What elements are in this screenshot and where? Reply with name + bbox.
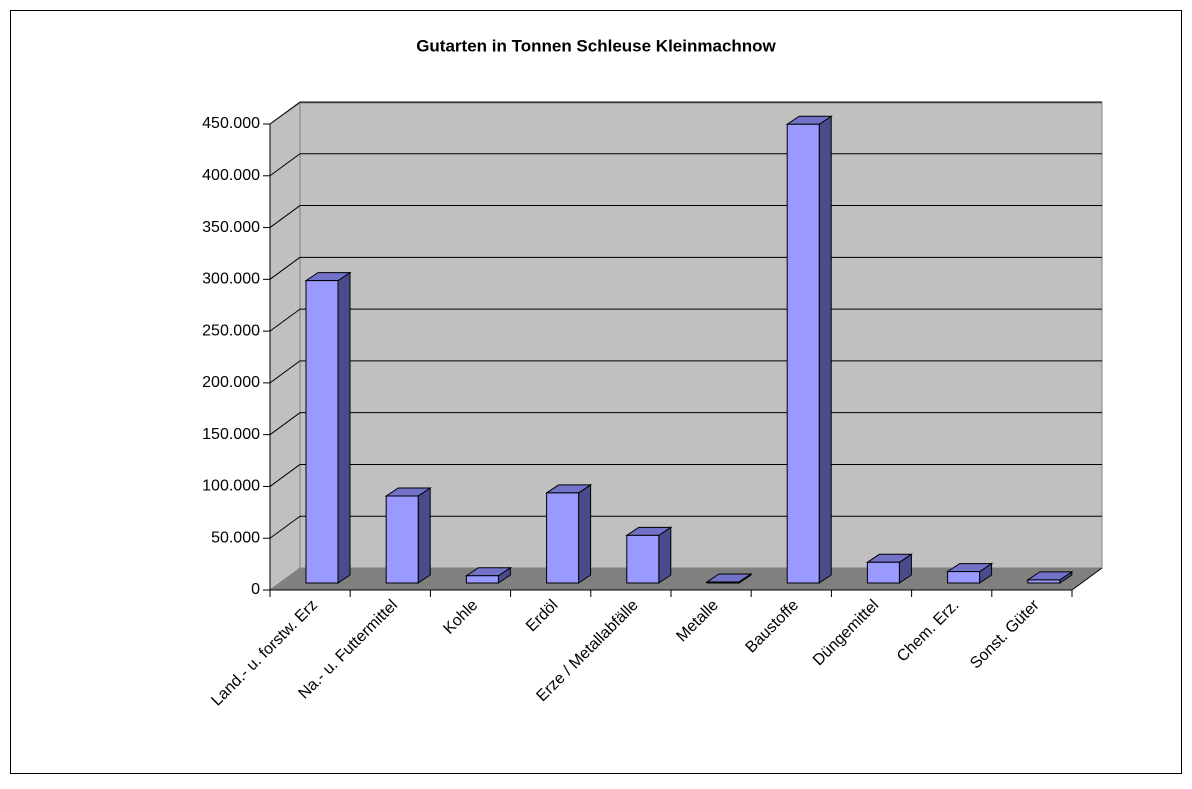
grid-line — [269, 205, 301, 228]
y-tick-label: 250.000 — [202, 322, 260, 339]
bar — [706, 581, 740, 584]
grid-line — [269, 464, 301, 487]
floor-edge — [1071, 567, 1103, 591]
bar-side — [818, 115, 832, 584]
grid-line — [269, 515, 301, 539]
grid-line — [269, 101, 301, 125]
grid-line — [269, 308, 301, 332]
bar-side — [337, 271, 351, 584]
chart-title: Gutarten in Tonnen Schleuse Kleinmachnow — [416, 36, 776, 55]
bar — [465, 575, 499, 584]
y-tick-label: 400.000 — [202, 167, 260, 184]
bar — [786, 123, 820, 584]
bar — [546, 492, 580, 584]
grid-line — [269, 360, 301, 384]
bar — [866, 561, 900, 584]
grid-line — [269, 256, 301, 280]
side-wall — [269, 102, 301, 591]
y-tick-label: 150.000 — [202, 426, 260, 443]
bar-side — [417, 487, 431, 584]
y-tick-label: 450.000 — [202, 115, 260, 132]
bar — [1027, 579, 1061, 584]
bar — [947, 571, 981, 584]
bar-side — [658, 526, 672, 584]
bar-side — [578, 483, 592, 584]
bar — [385, 495, 419, 584]
y-tick-label: 100.000 — [202, 478, 260, 495]
y-tick-label: 50.000 — [211, 529, 260, 546]
bar — [305, 280, 339, 584]
y-tick-label: 0 — [251, 581, 260, 598]
grid-line — [269, 153, 301, 177]
grid-line — [269, 412, 301, 436]
bar — [626, 534, 660, 584]
y-tick-label: 300.000 — [202, 271, 260, 288]
y-tick-label: 200.000 — [202, 374, 260, 391]
y-tick-label: 350.000 — [202, 219, 260, 236]
